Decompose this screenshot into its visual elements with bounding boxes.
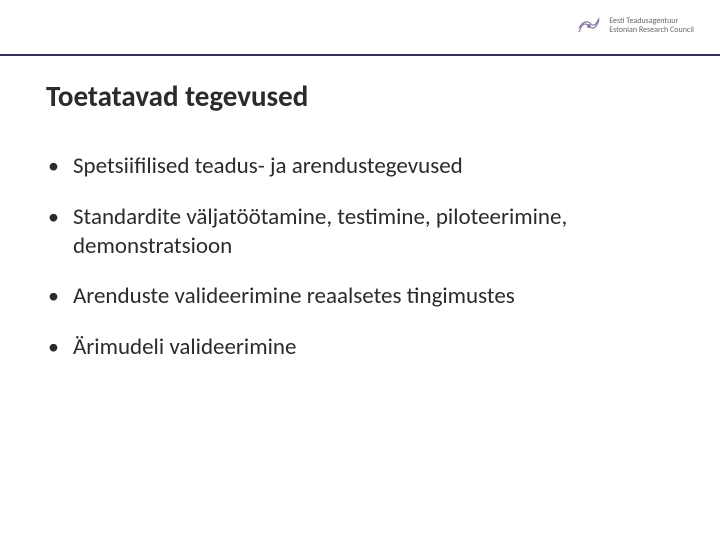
bullet-text: Spetsiifilised teadus- ja arendustegevus… (73, 152, 463, 181)
bullet-icon: • (48, 203, 59, 232)
logo-text: Eesti Teadusagentuur Estonian Research C… (609, 17, 694, 35)
list-item: • Spetsiifilised teadus- ja arendustegev… (46, 152, 674, 181)
bullet-text: Ärimudeli valideerimine (73, 333, 296, 362)
slide-title: Toetatavad tegevused (46, 78, 674, 114)
slide-content: Toetatavad tegevused • Spetsiifilised te… (0, 56, 720, 362)
list-item: • Ärimudeli valideerimine (46, 333, 674, 362)
logo-icon (575, 12, 603, 40)
bullet-text: Arenduste valideerimine reaalsetes tingi… (73, 282, 515, 311)
list-item: • Arenduste valideerimine reaalsetes tin… (46, 282, 674, 311)
bullet-text: Standardite väljatöötamine, testimine, p… (73, 203, 674, 261)
bullet-icon: • (48, 152, 59, 181)
bullet-icon: • (48, 333, 59, 362)
list-item: • Standardite väljatöötamine, testimine,… (46, 203, 674, 261)
header: Eesti Teadusagentuur Estonian Research C… (0, 0, 720, 54)
bullet-list: • Spetsiifilised teadus- ja arendustegev… (46, 152, 674, 362)
bullet-icon: • (48, 282, 59, 311)
logo-block: Eesti Teadusagentuur Estonian Research C… (575, 12, 694, 40)
logo-line-2: Estonian Research Council (609, 26, 694, 35)
